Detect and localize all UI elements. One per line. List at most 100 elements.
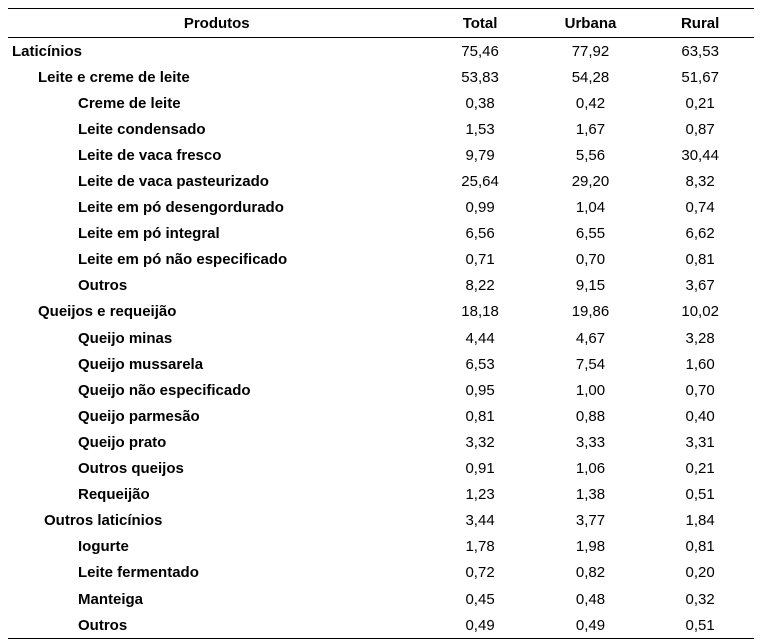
- row-label: Queijo prato: [78, 433, 167, 451]
- cell-urbana: 1,04: [575, 199, 606, 217]
- cell-total: 1,78: [465, 538, 495, 556]
- table-row: Iogurte 1,78 1,98 0,81: [8, 534, 754, 560]
- table-body: Laticínios 75,46 77,92 63,53 Leite e creme d…: [8, 38, 754, 640]
- cell-total: 0,72: [465, 564, 495, 582]
- row-label: Laticínios: [12, 42, 83, 60]
- cell-total: 18,18: [461, 303, 499, 321]
- table-row: Requeijão 1,23 1,38 0,51: [8, 482, 754, 508]
- row-label: Queijo mussarela: [78, 355, 204, 373]
- row-label: Leite em pó não especificado: [78, 251, 288, 269]
- row-label: Iogurte: [78, 538, 129, 556]
- cell-urbana: 29,20: [571, 173, 610, 191]
- cell-total: 9,79: [465, 146, 495, 164]
- cell-urbana: 54,28: [571, 68, 610, 86]
- row-label: Leite fermentado: [78, 564, 199, 582]
- cell-total: 6,56: [465, 225, 495, 243]
- cell-total: 0,81: [465, 407, 495, 425]
- table-row: Leite em pó não especificado 0,71 0,70 0,81: [8, 247, 754, 273]
- table-row: Queijo parmesão 0,81 0,88 0,40: [8, 403, 754, 429]
- cell-rural: 0,20: [685, 564, 715, 582]
- table-row: Leite de vaca pasteurizado 25,64 29,20 8,32: [8, 168, 754, 194]
- cell-urbana: 0,70: [575, 251, 606, 269]
- table-row: Queijo não especificado 0,95 1,00 0,70: [8, 377, 754, 403]
- cell-urbana: 1,00: [575, 381, 606, 399]
- cell-urbana: 0,88: [575, 407, 606, 425]
- cell-rural: 0,51: [646, 612, 754, 640]
- cell-total: 75,46: [461, 42, 499, 60]
- cell-urbana: 0,49: [534, 612, 647, 640]
- cell-urbana: 0,48: [575, 590, 606, 608]
- cell-total: 4,44: [465, 329, 495, 347]
- cell-urbana: 3,77: [575, 512, 606, 530]
- row-label: Manteiga: [78, 590, 144, 608]
- table-row: Queijo minas 4,44 4,67 3,28: [8, 325, 754, 351]
- row-label: Requeijão: [78, 486, 150, 504]
- cell-total: 0,71: [465, 251, 495, 269]
- cell-urbana: 1,67: [575, 120, 606, 138]
- row-label: Leite em pó integral: [78, 225, 220, 243]
- cell-total: 0,95: [465, 381, 495, 399]
- cell-urbana: 1,06: [575, 460, 606, 478]
- row-label: Leite condensado: [78, 120, 206, 138]
- cell-total: 0,91: [465, 460, 495, 478]
- cell-rural: 10,02: [681, 303, 719, 321]
- cell-rural: 1,60: [685, 355, 715, 373]
- table-row: Manteiga 0,45 0,48 0,32: [8, 586, 754, 612]
- cell-urbana: 9,15: [575, 277, 606, 295]
- cell-total: 3,44: [465, 512, 495, 530]
- cell-rural: 0,21: [685, 460, 715, 478]
- cell-total: 6,53: [465, 355, 495, 373]
- table-row: Leite de vaca fresco 9,79 5,56 30,44: [8, 142, 754, 168]
- cell-total: 0,45: [465, 590, 495, 608]
- cell-total: 53,83: [461, 68, 499, 86]
- cell-urbana: 77,92: [571, 42, 610, 60]
- table-header-row: Produtos Total Urbana Rural: [8, 8, 754, 38]
- table-row: Queijo mussarela 6,53 7,54 1,60: [8, 351, 754, 377]
- cell-rural: 0,40: [685, 407, 715, 425]
- table-row: Queijo prato 3,32 3,33 3,31: [8, 429, 754, 455]
- table-row: Leite condensado 1,53 1,67 0,87: [8, 116, 754, 142]
- cell-rural: 0,70: [685, 381, 715, 399]
- header-rural: Rural: [646, 8, 754, 38]
- header-urbana: Urbana: [534, 8, 647, 38]
- cell-total: 0,38: [465, 94, 495, 112]
- cell-rural: 6,62: [685, 225, 715, 243]
- cell-urbana: 1,38: [575, 486, 606, 504]
- cell-rural: 3,31: [685, 433, 715, 451]
- table-row: Creme de leite 0,38 0,42 0,21: [8, 90, 754, 116]
- cell-rural: 0,74: [685, 199, 715, 217]
- header-produtos: Produtos: [8, 8, 426, 38]
- cell-urbana: 19,86: [571, 303, 610, 321]
- cell-rural: 51,67: [681, 68, 719, 86]
- cell-urbana: 0,82: [575, 564, 606, 582]
- row-label: Queijos e requeijão: [38, 303, 177, 321]
- row-label: Outros: [78, 277, 128, 295]
- cell-total: 0,99: [465, 199, 495, 217]
- table-row: Leite e creme de leite 53,83 54,28 51,67: [8, 64, 754, 90]
- table-row: Laticínios 75,46 77,92 63,53: [8, 38, 754, 65]
- cell-total: 0,49: [425, 612, 535, 640]
- table-row: Outros 0,49 0,49 0,51: [8, 612, 754, 640]
- cell-urbana: 4,67: [575, 329, 606, 347]
- row-label: Leite de vaca pasteurizado: [78, 173, 269, 191]
- row-label: Outros: [8, 612, 426, 640]
- cell-total: 8,22: [465, 277, 495, 295]
- row-label: Leite de vaca fresco: [78, 146, 222, 164]
- header-total: Total: [425, 8, 535, 38]
- table-row: Queijos e requeijão 18,18 19,86 10,02: [8, 299, 754, 325]
- cell-total: 25,64: [461, 173, 499, 191]
- cell-urbana: 1,98: [575, 538, 606, 556]
- cell-urbana: 3,33: [575, 433, 606, 451]
- cell-rural: 0,81: [685, 251, 715, 269]
- cell-rural: 63,53: [681, 42, 719, 60]
- table-row: Outros queijos 0,91 1,06 0,21: [8, 456, 754, 482]
- cell-total: 3,32: [465, 433, 495, 451]
- cell-total: 1,53: [465, 120, 495, 138]
- row-label: Outros queijos: [78, 460, 184, 478]
- cell-urbana: 5,56: [575, 146, 606, 164]
- cell-urbana: 6,55: [575, 225, 606, 243]
- table-row: Outros laticínios 3,44 3,77 1,84: [8, 508, 754, 534]
- row-label: Queijo não especificado: [78, 381, 251, 399]
- row-label: Leite em pó desengordurado: [78, 199, 284, 217]
